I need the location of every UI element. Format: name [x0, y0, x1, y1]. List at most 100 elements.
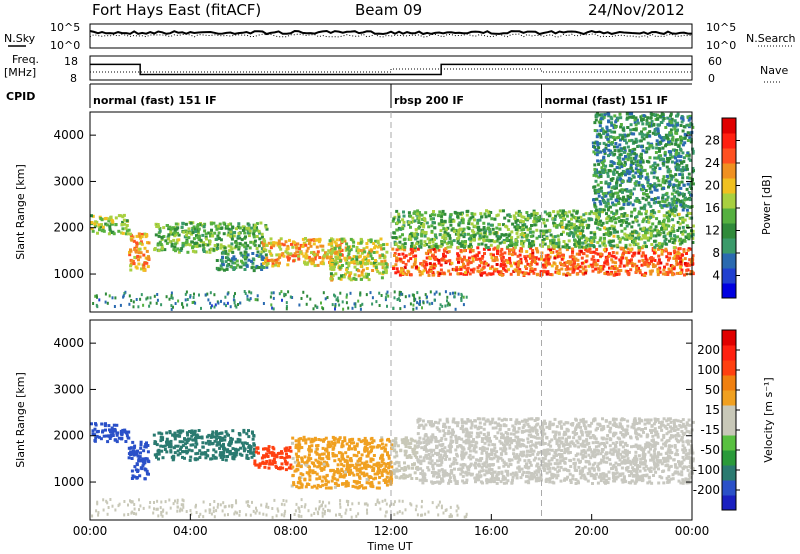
data-cell [392, 217, 396, 221]
data-cell [679, 155, 683, 158]
data-cell [639, 172, 643, 176]
data-cell [127, 456, 131, 460]
data-cell [167, 237, 170, 241]
data-cell [596, 112, 600, 116]
data-cell [91, 432, 95, 436]
data-cell [382, 254, 386, 258]
data-cell [682, 250, 686, 254]
scatter-cell [254, 298, 257, 302]
data-cell [602, 264, 606, 268]
data-cell [304, 438, 308, 442]
data-cell [416, 266, 420, 270]
data-cell [107, 217, 111, 221]
data-cell [576, 258, 580, 262]
data-cell [663, 265, 666, 269]
data-cell [174, 444, 178, 448]
data-cell [280, 450, 283, 454]
data-cell [625, 233, 628, 237]
data-cell [283, 456, 287, 460]
data-cell [469, 216, 473, 220]
data-cell [242, 449, 246, 453]
data-cell [252, 240, 256, 244]
data-cell [551, 216, 555, 220]
data-cell [410, 265, 414, 269]
data-cell [189, 221, 193, 225]
data-cell [413, 246, 417, 250]
data-cell [138, 247, 142, 251]
data-cell [628, 170, 632, 174]
scatter-cell [359, 304, 362, 308]
data-cell [404, 254, 408, 258]
data-cell [462, 249, 466, 253]
scatter-cell [137, 305, 140, 309]
data-cell [191, 443, 195, 447]
data-cell [303, 261, 307, 265]
data-cell [649, 144, 653, 148]
data-cell [680, 116, 684, 120]
data-cell [665, 255, 669, 259]
scatter-cell [345, 293, 348, 297]
data-cell [615, 166, 619, 169]
data-cell [316, 253, 320, 257]
data-cell [190, 434, 194, 438]
data-cell [523, 232, 527, 236]
data-cell [310, 262, 314, 266]
data-cell [665, 211, 669, 215]
data-cell [398, 240, 402, 244]
data-cell [440, 258, 444, 261]
data-cell [181, 221, 185, 225]
data-cell [564, 267, 568, 271]
data-cell [666, 195, 670, 199]
scatter-cell [439, 303, 442, 307]
scatter-cell [433, 292, 436, 296]
data-cell [139, 251, 143, 255]
data-cell [367, 239, 371, 242]
data-cell [505, 237, 509, 241]
data-cell [677, 167, 681, 171]
data-cell [672, 201, 676, 205]
data-cell [219, 444, 223, 448]
data-cell [312, 253, 316, 257]
data-cell [611, 260, 615, 264]
data-cell [621, 135, 625, 139]
data-cell [589, 236, 593, 240]
data-cell [428, 238, 432, 242]
data-cell [458, 221, 462, 225]
data-cell [661, 242, 665, 246]
data-cell [199, 238, 203, 242]
data-cell [336, 467, 340, 471]
data-cell [417, 216, 421, 220]
data-cell [674, 259, 678, 263]
data-cell [302, 254, 306, 258]
data-cell [681, 176, 685, 180]
data-cell [625, 189, 629, 193]
data-cell [608, 266, 611, 270]
scatter-cell [192, 296, 195, 299]
data-cell [672, 188, 676, 192]
data-cell [375, 267, 379, 271]
data-cell [589, 243, 593, 247]
scatter-cell [385, 292, 388, 296]
data-cell [450, 228, 454, 232]
data-cell [614, 198, 618, 202]
data-cell [640, 166, 644, 170]
data-cell [448, 215, 452, 219]
data-cell [234, 440, 238, 444]
data-cell [376, 239, 380, 243]
data-cell [575, 233, 579, 237]
data-cell [526, 228, 530, 232]
data-cell [431, 263, 435, 267]
data-cell [505, 269, 509, 273]
data-cell [239, 265, 243, 269]
data-cell [218, 442, 221, 445]
data-cell [93, 439, 97, 443]
scatter-cell [359, 291, 362, 295]
data-cell [638, 269, 642, 273]
data-cell [662, 175, 666, 179]
data-cell [685, 252, 688, 255]
data-cell [135, 452, 139, 456]
data-cell [688, 205, 692, 209]
data-cell [656, 196, 660, 200]
data-cell [594, 152, 597, 156]
data-cell [336, 469, 340, 473]
